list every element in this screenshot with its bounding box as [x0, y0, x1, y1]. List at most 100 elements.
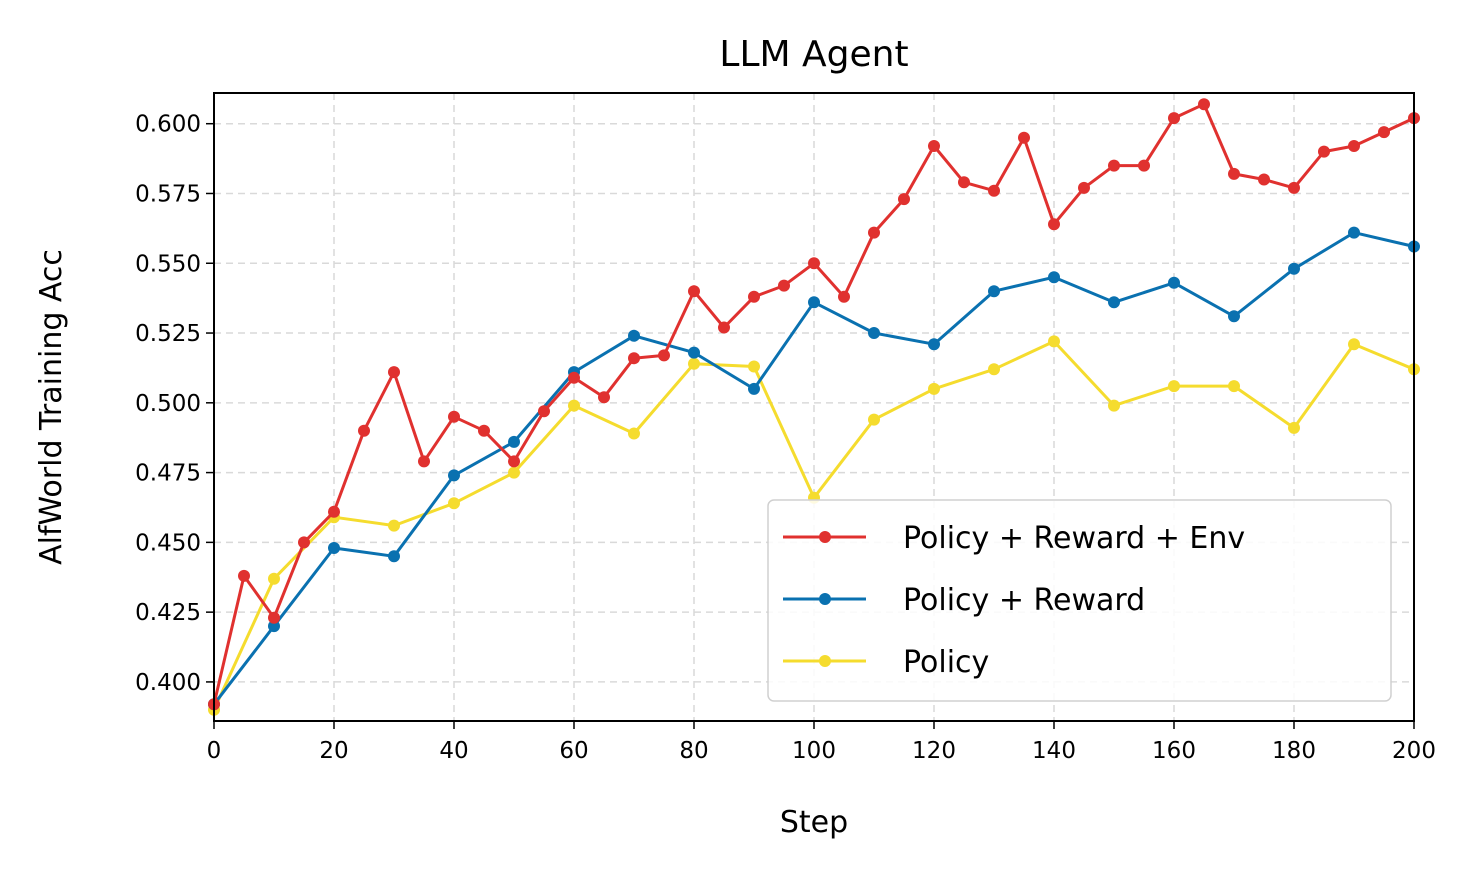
data-point — [988, 285, 1000, 298]
data-point — [568, 399, 580, 412]
x-tick-label: 20 — [319, 738, 348, 764]
x-tick-label: 60 — [559, 738, 588, 764]
y-tick-label: 0.400 — [135, 670, 201, 696]
legend-marker — [819, 593, 831, 605]
data-point — [448, 410, 460, 423]
data-point — [778, 279, 790, 292]
data-point — [1048, 218, 1060, 231]
data-point — [448, 497, 460, 510]
data-point — [868, 413, 880, 426]
data-point — [478, 424, 490, 437]
data-point — [328, 542, 340, 554]
data-point — [538, 405, 550, 418]
data-point — [268, 611, 280, 624]
x-axis-label: Step — [780, 805, 848, 840]
legend-label: Policy + Reward + Env — [903, 521, 1245, 556]
data-point — [1288, 181, 1300, 194]
y-tick-label: 0.600 — [135, 112, 201, 138]
data-point — [388, 519, 400, 532]
data-point — [688, 285, 700, 298]
data-point — [718, 321, 730, 334]
data-point — [1348, 140, 1360, 152]
y-tick-label: 0.425 — [135, 600, 201, 626]
data-point — [988, 363, 1000, 376]
data-point — [1318, 145, 1330, 158]
legend-marker — [819, 655, 831, 667]
x-tick-label: 40 — [439, 738, 468, 764]
data-point — [928, 338, 940, 351]
legend-label: Policy + Reward — [903, 583, 1145, 618]
data-point — [628, 329, 640, 342]
data-point — [1288, 262, 1300, 275]
data-point — [1228, 167, 1240, 180]
data-point — [688, 346, 700, 359]
data-point — [508, 455, 520, 468]
data-point — [868, 226, 880, 239]
x-tick-label: 120 — [912, 738, 956, 764]
data-point — [1348, 226, 1360, 239]
data-point — [1168, 112, 1180, 125]
data-point — [1168, 276, 1180, 289]
data-point — [1078, 181, 1090, 194]
x-tick-label: 200 — [1392, 738, 1436, 764]
data-point — [508, 435, 520, 448]
data-point — [1258, 173, 1270, 186]
y-axis-label: AlfWorld Training Acc — [34, 249, 69, 565]
data-point — [748, 290, 760, 303]
y-tick-label: 0.550 — [135, 251, 201, 277]
data-point — [238, 569, 250, 582]
x-tick-label: 0 — [207, 738, 222, 764]
data-point — [268, 572, 280, 585]
data-point — [1228, 380, 1240, 393]
chart-title: LLM Agent — [719, 34, 908, 75]
data-point — [1018, 131, 1030, 144]
data-point — [388, 366, 400, 379]
series-group — [208, 98, 1420, 716]
data-point — [928, 382, 940, 395]
data-point — [1198, 98, 1210, 111]
y-tick-label: 0.525 — [135, 321, 201, 347]
data-point — [568, 371, 580, 384]
data-point — [508, 466, 520, 479]
data-point — [1048, 335, 1060, 348]
data-point — [328, 505, 340, 518]
x-tick-label: 180 — [1272, 738, 1316, 764]
y-tick-label: 0.575 — [135, 181, 201, 207]
data-point — [298, 536, 310, 549]
data-point — [628, 427, 640, 440]
data-point — [808, 296, 820, 309]
data-point — [1108, 296, 1120, 309]
data-point — [388, 550, 400, 563]
data-point — [658, 349, 670, 362]
data-point — [1138, 159, 1150, 172]
data-point — [598, 391, 610, 404]
data-point — [748, 382, 760, 395]
y-tick-label: 0.475 — [135, 461, 201, 487]
legend-label: Policy — [903, 645, 989, 680]
x-tick-label: 80 — [679, 738, 708, 764]
data-point — [1348, 338, 1360, 351]
data-point — [628, 352, 640, 365]
x-tick-label: 100 — [792, 738, 836, 764]
x-axis-ticks: 0 20 40 60 80 100 120 140 160 180 200 — [207, 721, 1436, 764]
data-point — [928, 140, 940, 152]
y-tick-label: 0.450 — [135, 530, 201, 556]
data-point — [1108, 399, 1120, 412]
data-point — [898, 193, 910, 206]
data-point — [748, 360, 760, 373]
y-tick-label: 0.500 — [135, 391, 201, 417]
data-point — [418, 455, 430, 468]
data-point — [988, 184, 1000, 197]
legend-marker — [819, 531, 831, 543]
data-point — [868, 327, 880, 339]
data-point — [838, 290, 850, 303]
legend-box — [767, 499, 1392, 702]
series-policy-reward-env — [208, 98, 1420, 711]
data-point — [688, 357, 700, 370]
data-point — [958, 176, 970, 189]
data-point — [1228, 310, 1240, 323]
x-tick-label: 160 — [1152, 738, 1196, 764]
data-point — [1048, 271, 1060, 284]
data-point — [1168, 380, 1180, 393]
